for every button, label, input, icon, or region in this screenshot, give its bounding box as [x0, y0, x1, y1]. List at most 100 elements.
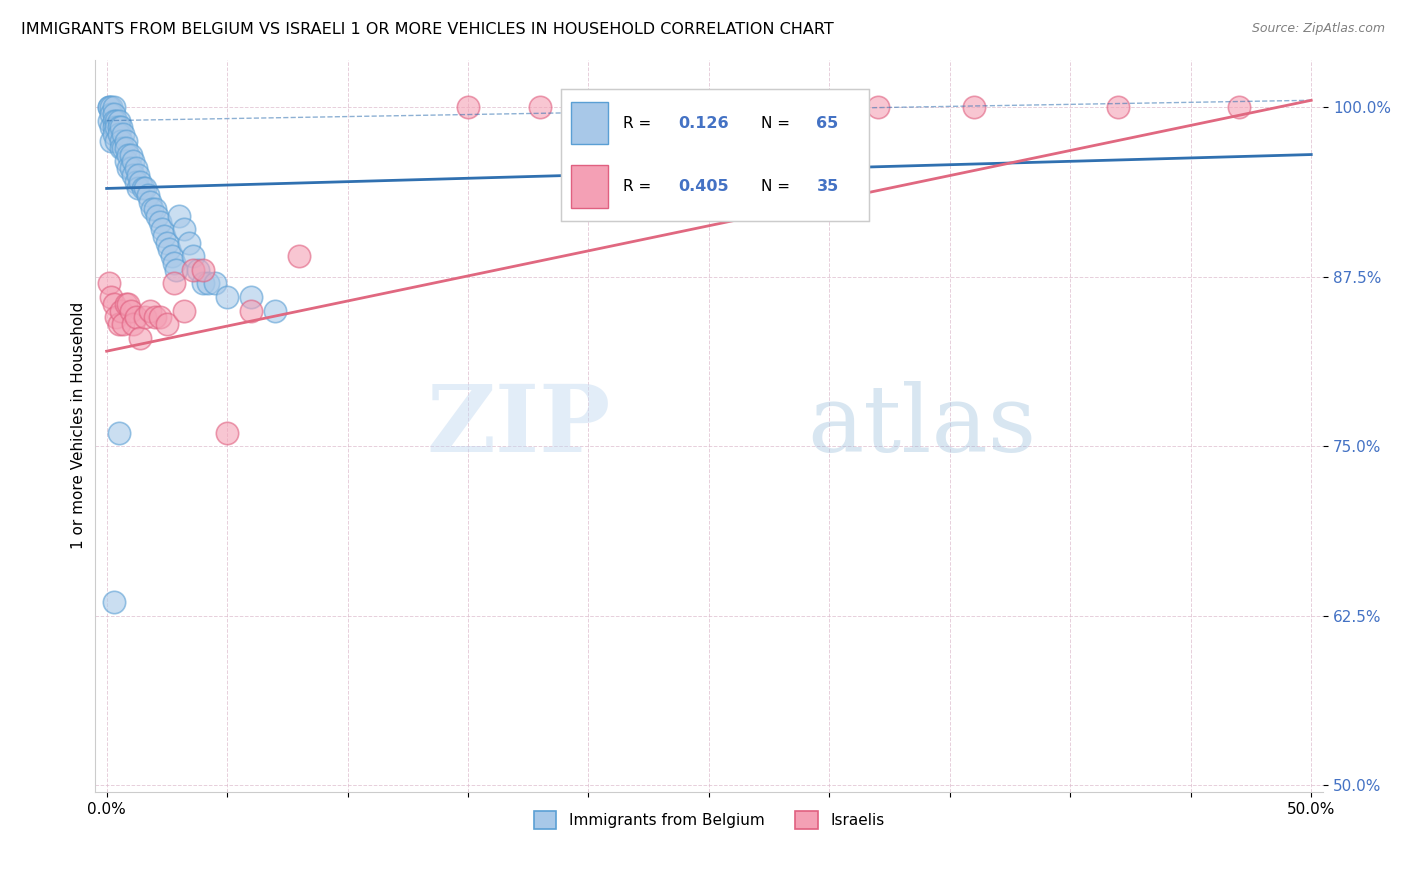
Point — [100, 290, 122, 304]
Point — [240, 290, 263, 304]
Point — [107, 317, 129, 331]
Point — [166, 262, 188, 277]
Point — [529, 100, 551, 114]
Point — [117, 161, 139, 175]
Point — [183, 262, 205, 277]
Point — [673, 100, 696, 114]
Point — [110, 141, 132, 155]
Point — [100, 107, 122, 121]
Point — [149, 310, 172, 325]
Point — [103, 127, 125, 141]
Point — [120, 303, 142, 318]
Point — [157, 243, 180, 257]
Point — [153, 228, 176, 243]
Point — [191, 262, 214, 277]
Point — [115, 134, 138, 148]
Point — [120, 147, 142, 161]
Point — [288, 249, 311, 263]
Point — [107, 425, 129, 440]
Text: IMMIGRANTS FROM BELGIUM VS ISRAELI 1 OR MORE VEHICLES IN HOUSEHOLD CORRELATION C: IMMIGRANTS FROM BELGIUM VS ISRAELI 1 OR … — [21, 22, 834, 37]
Point — [98, 277, 121, 291]
Point — [217, 290, 239, 304]
Point — [217, 425, 239, 440]
Point — [191, 277, 214, 291]
Point — [963, 100, 986, 114]
Point — [167, 209, 190, 223]
Point — [173, 303, 195, 318]
Point — [100, 100, 122, 114]
Point — [122, 168, 145, 182]
Point — [141, 202, 163, 216]
Point — [187, 262, 209, 277]
Text: Source: ZipAtlas.com: Source: ZipAtlas.com — [1251, 22, 1385, 36]
Point — [163, 277, 186, 291]
Point — [120, 161, 142, 175]
Point — [139, 303, 162, 318]
Point — [115, 296, 138, 310]
Point — [129, 331, 152, 345]
Point — [150, 222, 173, 236]
Point — [127, 181, 149, 195]
Point — [98, 113, 121, 128]
Point — [132, 181, 155, 195]
Point — [134, 310, 156, 325]
Point — [240, 303, 263, 318]
Point — [129, 175, 152, 189]
Point — [160, 249, 183, 263]
Point — [156, 235, 179, 250]
Point — [197, 277, 219, 291]
Point — [100, 120, 122, 135]
Point — [146, 209, 169, 223]
Point — [103, 296, 125, 310]
Point — [117, 147, 139, 161]
Point — [110, 120, 132, 135]
Point — [105, 310, 128, 325]
Point — [143, 202, 166, 216]
Point — [149, 215, 172, 229]
Point — [98, 100, 121, 114]
Point — [122, 317, 145, 331]
Point — [117, 296, 139, 310]
Point — [124, 175, 146, 189]
Point — [139, 194, 162, 209]
Point — [110, 303, 132, 318]
Point — [107, 127, 129, 141]
Point — [602, 100, 624, 114]
Text: ZIP: ZIP — [426, 381, 610, 471]
Point — [122, 154, 145, 169]
Point — [1227, 100, 1250, 114]
Point — [103, 113, 125, 128]
Point — [112, 317, 135, 331]
Point — [177, 235, 200, 250]
Point — [264, 303, 287, 318]
Legend: Immigrants from Belgium, Israelis: Immigrants from Belgium, Israelis — [527, 805, 890, 836]
Y-axis label: 1 or more Vehicles in Household: 1 or more Vehicles in Household — [72, 302, 86, 549]
Point — [112, 127, 135, 141]
Point — [105, 113, 128, 128]
Point — [105, 134, 128, 148]
Point — [115, 141, 138, 155]
Point — [143, 310, 166, 325]
Point — [107, 113, 129, 128]
Point — [127, 168, 149, 182]
Point — [100, 134, 122, 148]
Point — [163, 256, 186, 270]
Point — [721, 100, 744, 114]
Point — [1108, 100, 1130, 114]
Point — [156, 317, 179, 331]
Point — [103, 595, 125, 609]
Point — [98, 100, 121, 114]
Point — [112, 141, 135, 155]
Point — [136, 188, 159, 202]
Point — [110, 134, 132, 148]
Point — [866, 100, 889, 114]
Point — [103, 100, 125, 114]
Point — [107, 120, 129, 135]
Point — [134, 181, 156, 195]
Point — [204, 277, 226, 291]
Text: atlas: atlas — [807, 381, 1036, 471]
Point — [457, 100, 479, 114]
Point — [173, 222, 195, 236]
Point — [115, 154, 138, 169]
Point — [103, 120, 125, 135]
